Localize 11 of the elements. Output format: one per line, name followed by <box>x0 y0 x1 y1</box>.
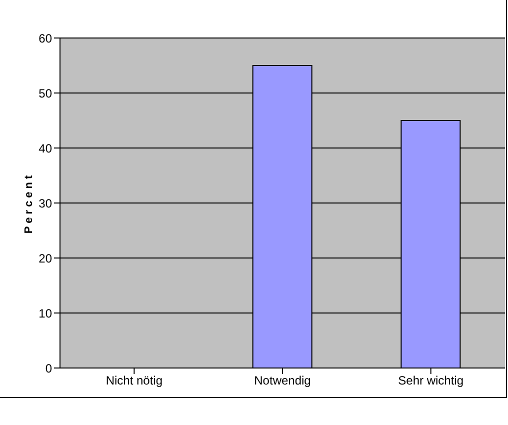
y-axis-title: Percent <box>22 172 35 234</box>
y-tick-label: 30 <box>38 196 52 210</box>
y-tick-label: 50 <box>38 86 52 100</box>
y-tick-label: 20 <box>38 251 52 266</box>
y-tick-label: 40 <box>38 141 52 156</box>
x-tick-label: Sehr wichtig <box>398 374 464 388</box>
y-tick-label: 60 <box>38 31 52 46</box>
y-tick-label: 0 <box>45 361 52 376</box>
y-tick-label: 10 <box>38 306 52 320</box>
x-tick-label: Notwendig <box>254 374 311 388</box>
x-tick-label: Nicht nötig <box>106 374 163 388</box>
